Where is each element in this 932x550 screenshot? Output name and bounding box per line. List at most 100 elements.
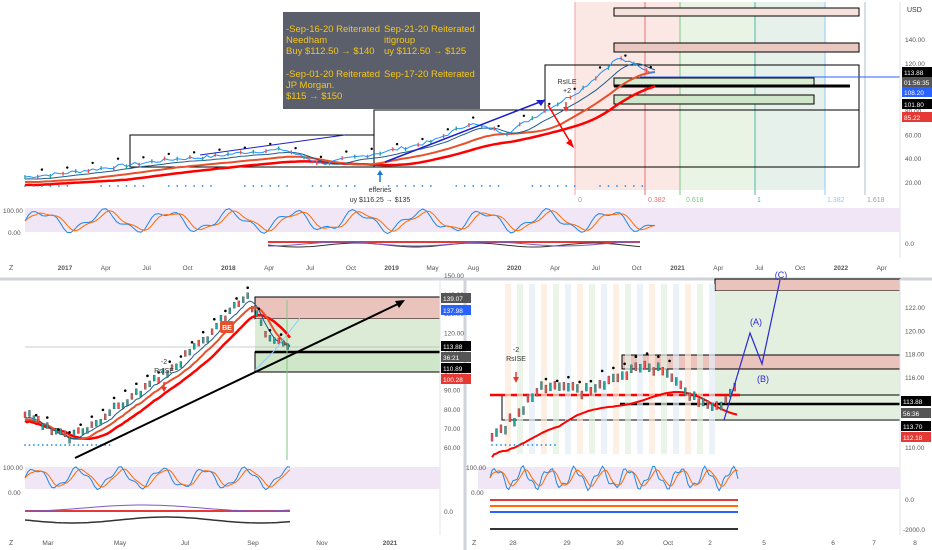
top-candle — [468, 123, 470, 128]
note-line: -Sep-01-20 Reiterated — [286, 69, 380, 80]
top-ma-fast — [24, 71, 656, 184]
bl-candle — [259, 319, 263, 326]
br-candle — [594, 384, 597, 393]
top-signal-marker — [167, 185, 170, 187]
top-signal-dot — [370, 147, 373, 151]
top-ma-mid — [24, 63, 656, 180]
top-signal-marker — [286, 185, 289, 187]
br-candle — [688, 392, 691, 401]
bl-price-label-bg — [441, 352, 471, 362]
bl-signal-dot — [79, 423, 82, 426]
br-candle — [643, 360, 646, 370]
rsile-level: uy $116.25 → $135 — [350, 197, 411, 204]
br-price-tick: 116.00 — [905, 375, 925, 382]
top-price-label-bg — [902, 112, 932, 122]
stoch-upper: 100.00 — [3, 208, 23, 215]
br-signal-marker — [545, 444, 547, 446]
top-time-tick: Apr — [264, 265, 275, 272]
top-time-tick: Apr — [101, 265, 112, 272]
br-time-tick: 7 — [872, 540, 876, 547]
be-badge-label: BE — [222, 325, 232, 332]
top-signal-marker — [134, 185, 136, 187]
bl-stoch-k — [24, 466, 291, 491]
wave-label-c: (C) — [775, 270, 788, 280]
fib-label: 1.382 — [827, 197, 845, 204]
top-signal-dot — [192, 151, 196, 154]
top-price-tick: 120.00 — [905, 61, 925, 68]
bl-signal-dot — [101, 408, 105, 412]
bl-candle — [144, 383, 147, 390]
top-time-tick: Aug — [468, 265, 480, 272]
bl-macd-series — [24, 504, 291, 524]
top-signal-dot — [446, 128, 450, 131]
bl-stoch-upper: 100.00 — [3, 465, 23, 472]
note-line: Sep-17-20 Reiterated — [384, 69, 475, 80]
br-stoch-k — [489, 464, 739, 492]
top-time-tick: Oct — [346, 265, 356, 272]
bl-stoch-lower: 0.00 — [8, 490, 21, 497]
bl-candle — [250, 305, 254, 313]
top-time-tick: Apr — [550, 265, 561, 272]
br-signal-marker — [554, 444, 556, 446]
br-price-labels: 113.88 56:36 113.70 112.18 — [901, 396, 931, 442]
top-signal-dot — [91, 161, 94, 165]
rsise-label: +2 — [563, 88, 571, 95]
br-candle — [711, 402, 714, 411]
bl-price-label: 36:21 — [443, 355, 460, 362]
top-candle — [125, 164, 128, 169]
top-price-labels: 113.88 01:56:35 108.20 101.80 85.22 — [902, 67, 932, 122]
bl-candle — [86, 427, 89, 434]
bl-time-tick: Jul — [181, 540, 190, 547]
br-wave-path — [723, 279, 781, 421]
fib-label: 0.382 — [648, 197, 666, 204]
bl-candle — [264, 331, 267, 338]
top-candle — [341, 156, 343, 161]
top-time-tick: 2018 — [221, 265, 236, 272]
top-signal-marker — [311, 185, 314, 187]
top-time-tick: Jul — [592, 265, 601, 272]
br-candle — [697, 398, 700, 407]
top-signal-marker — [573, 185, 576, 187]
bl-signal-marker — [95, 444, 98, 446]
bl-signal-dot — [235, 297, 238, 300]
bl-time-tick: Sep — [247, 540, 259, 547]
top-price-label: 85.22 — [904, 115, 921, 122]
top-candle — [595, 76, 597, 81]
top-candle — [354, 154, 356, 159]
top-price-label: 108.20 — [904, 90, 924, 97]
br-price-label-bg — [901, 396, 931, 406]
bl-support-box — [254, 351, 441, 373]
br-signal-marker — [500, 444, 502, 446]
crash-arrowhead — [566, 139, 574, 148]
bl-signal-dot — [34, 413, 38, 417]
bl-signal-dot — [212, 317, 216, 321]
trend-arrowhead — [536, 100, 545, 106]
br-candle — [666, 369, 669, 378]
top-candle — [316, 161, 318, 166]
bl-candle — [28, 410, 31, 417]
top-signal-marker — [320, 185, 322, 187]
top-signal-marker — [430, 185, 432, 187]
bl-signal-marker — [24, 444, 26, 446]
bl-candle — [41, 423, 44, 431]
bl-signal-dot — [190, 340, 194, 344]
bl-macd-signal — [25, 504, 291, 512]
br-session-stripe — [625, 284, 631, 454]
bl-candle — [108, 409, 111, 416]
br-price-label-bg — [901, 421, 931, 431]
top-time-tick: 2019 — [384, 265, 399, 272]
bl-candle — [197, 339, 200, 347]
bl-candle — [157, 377, 160, 384]
top-signal-dot — [319, 155, 323, 159]
bl-candle — [268, 335, 272, 342]
top-signal-marker — [210, 185, 212, 187]
br-session-stripe — [529, 284, 535, 454]
bl-price-labels: 139.07 137.98 113.88 36:21 110.89 100.28 — [441, 293, 471, 384]
bl-signal-dot — [268, 328, 272, 332]
top-price-tick: 60.00 — [905, 132, 922, 139]
top-zoom-icon: Z — [9, 265, 14, 272]
top-candle — [138, 162, 140, 167]
br-candle — [517, 408, 521, 417]
top-signal-marker — [277, 185, 280, 187]
analyst-notes: -Sep-16-20 Reiterated Needham Buy $112.5… — [286, 24, 475, 102]
